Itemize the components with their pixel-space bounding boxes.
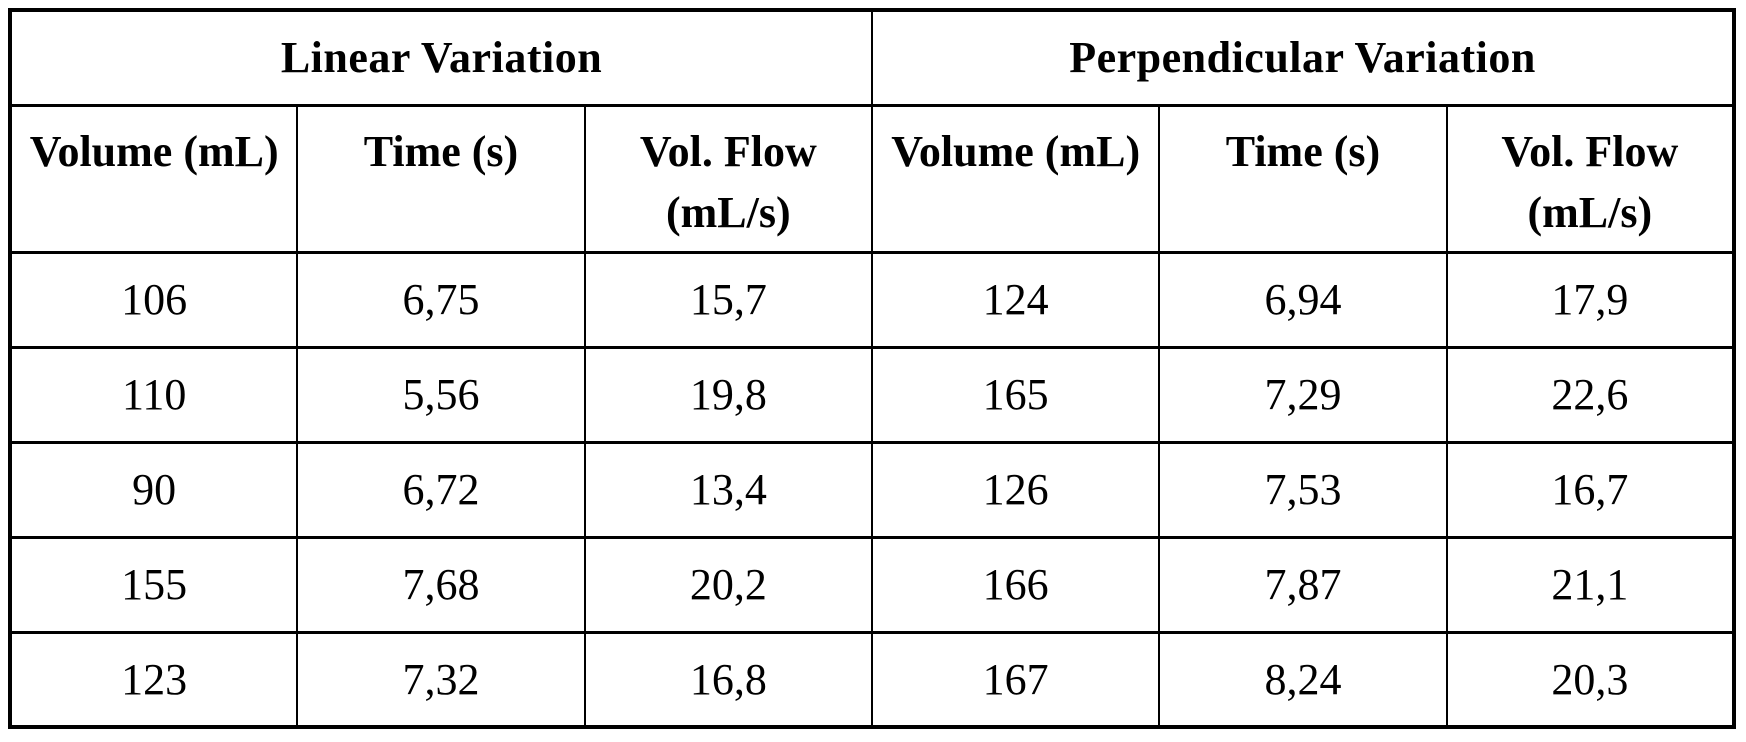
cell-perpendicular-vol-flow: 21,1 — [1445, 535, 1736, 634]
cell-linear-volume: 106 — [8, 250, 299, 349]
table-row: 106 6,75 15,7 124 6,94 17,9 — [8, 250, 1736, 349]
cell-perpendicular-volume: 126 — [870, 440, 1161, 539]
cell-perpendicular-volume: 124 — [870, 250, 1161, 349]
cell-perpendicular-vol-flow: 22,6 — [1445, 345, 1736, 444]
cell-perpendicular-volume: 166 — [870, 535, 1161, 634]
cell-perpendicular-volume: 165 — [870, 345, 1161, 444]
column-header-linear-vol-flow: Vol. Flow (mL/s) — [583, 103, 873, 254]
cell-perpendicular-time: 7,53 — [1158, 440, 1448, 539]
cell-linear-time: 7,68 — [296, 535, 586, 634]
cell-linear-time: 6,75 — [296, 250, 586, 349]
cell-perpendicular-vol-flow: 17,9 — [1445, 250, 1736, 349]
cell-linear-volume: 123 — [8, 630, 299, 729]
table-row: 90 6,72 13,4 126 7,53 16,7 — [8, 440, 1736, 539]
table-row: 110 5,56 19,8 165 7,29 22,6 — [8, 345, 1736, 444]
cell-linear-time: 7,32 — [296, 630, 586, 729]
table-row: 123 7,32 16,8 167 8,24 20,3 — [8, 630, 1736, 729]
column-header-perpendicular-volume: Volume (mL) — [870, 103, 1161, 254]
cell-linear-vol-flow: 16,8 — [583, 630, 873, 729]
cell-linear-time: 6,72 — [296, 440, 586, 539]
section-title-linear-variation: Linear Variation — [9, 8, 873, 107]
section-title-perpendicular-variation: Perpendicular Variation — [870, 8, 1736, 107]
column-header-perpendicular-vol-flow: Vol. Flow (mL/s) — [1445, 103, 1736, 254]
column-header-linear-time: Time (s) — [296, 103, 586, 254]
cell-perpendicular-time: 7,29 — [1158, 345, 1448, 444]
cell-perpendicular-vol-flow: 16,7 — [1445, 440, 1736, 539]
cell-perpendicular-vol-flow: 20,3 — [1445, 630, 1736, 729]
cell-linear-volume: 155 — [8, 535, 299, 634]
flow-measurements-table: Linear Variation Perpendicular Variation… — [8, 8, 1736, 729]
cell-linear-vol-flow: 19,8 — [583, 345, 873, 444]
column-header-perpendicular-time: Time (s) — [1158, 103, 1448, 254]
table-row: 155 7,68 20,2 166 7,87 21,1 — [8, 535, 1736, 634]
cell-perpendicular-time: 6,94 — [1158, 250, 1448, 349]
column-header-row: Volume (mL) Time (s) Vol. Flow (mL/s) Vo… — [8, 103, 1736, 254]
cell-linear-volume: 90 — [8, 440, 299, 539]
column-header-linear-volume: Volume (mL) — [8, 103, 299, 254]
cell-perpendicular-volume: 167 — [870, 630, 1161, 729]
cell-linear-time: 5,56 — [296, 345, 586, 444]
cell-perpendicular-time: 8,24 — [1158, 630, 1448, 729]
cell-linear-volume: 110 — [8, 345, 299, 444]
cell-linear-vol-flow: 20,2 — [583, 535, 873, 634]
cell-linear-vol-flow: 13,4 — [583, 440, 873, 539]
section-header-row: Linear Variation Perpendicular Variation — [9, 8, 1736, 107]
cell-perpendicular-time: 7,87 — [1158, 535, 1448, 634]
cell-linear-vol-flow: 15,7 — [583, 250, 873, 349]
